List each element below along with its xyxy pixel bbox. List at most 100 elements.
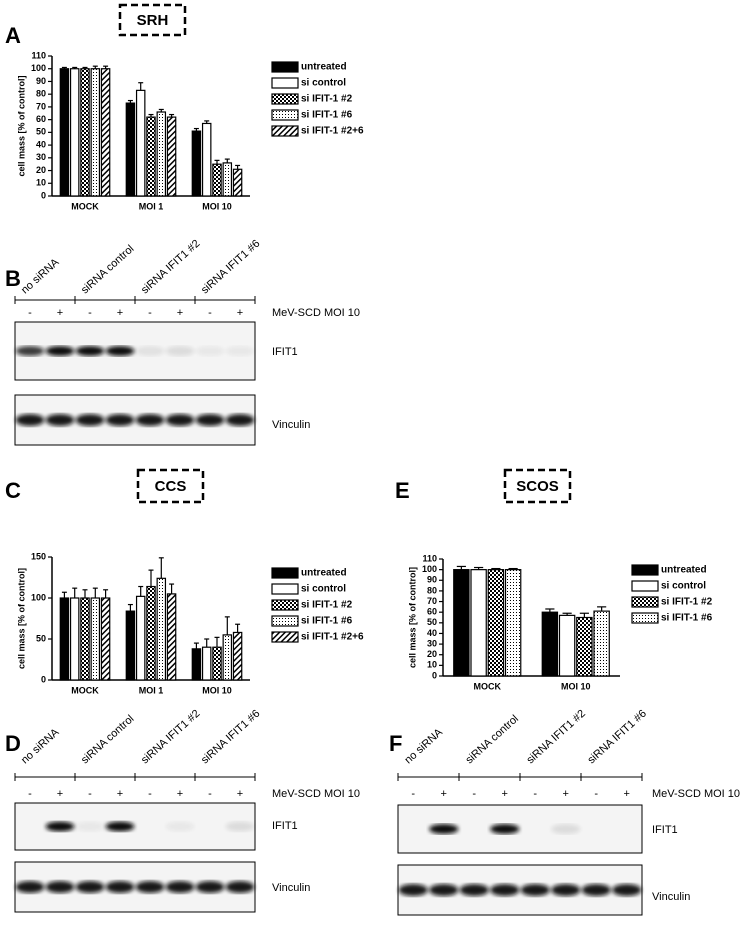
blot-band bbox=[551, 824, 581, 834]
treatment-sign: + bbox=[117, 788, 123, 800]
bar bbox=[125, 610, 136, 681]
legend-label: si IFIT-1 #2 bbox=[661, 597, 713, 608]
lane-label: siRNA control bbox=[79, 713, 137, 767]
legend-swatch bbox=[271, 109, 299, 121]
y-axis-label: cell mass [% of control] bbox=[16, 75, 26, 176]
title-box bbox=[503, 468, 572, 504]
bar bbox=[80, 597, 90, 681]
bar bbox=[201, 122, 212, 197]
legend-swatch bbox=[271, 125, 299, 137]
legend-label: untreated bbox=[301, 568, 347, 579]
legend-label: si control bbox=[301, 78, 346, 89]
panel-letter: D bbox=[5, 731, 21, 756]
y-tick-label: 100 bbox=[31, 592, 46, 602]
treatment-label: MeV-SCD MOI 10 bbox=[272, 307, 360, 319]
legend-label: si IFIT-1 #2+6 bbox=[301, 632, 364, 643]
lane-label: siRNA IFIT1 #6 bbox=[199, 708, 262, 767]
blot-band bbox=[105, 346, 135, 356]
treatment-sign: + bbox=[177, 788, 183, 800]
treatment-sign: + bbox=[502, 788, 508, 800]
legend-label: untreated bbox=[301, 62, 347, 73]
treatment-sign: - bbox=[594, 788, 598, 800]
legend-swatch bbox=[271, 93, 299, 105]
bar bbox=[576, 616, 593, 677]
bar bbox=[201, 646, 212, 681]
blot-band bbox=[75, 346, 105, 356]
bar bbox=[212, 646, 222, 681]
treatment-sign: - bbox=[88, 307, 92, 319]
chart-title: CCS bbox=[155, 478, 187, 495]
legend-label: si IFIT-1 #2 bbox=[301, 94, 353, 105]
blot-band bbox=[225, 821, 255, 832]
legend-swatch bbox=[271, 567, 299, 579]
bar bbox=[593, 610, 610, 677]
bar bbox=[212, 163, 222, 197]
blot-band bbox=[490, 884, 520, 896]
blot-band bbox=[429, 824, 459, 834]
band-label: IFIT1 bbox=[652, 824, 678, 836]
blot-band bbox=[105, 821, 135, 832]
lane-label: siRNA IFIT1 #6 bbox=[585, 708, 648, 767]
y-tick-label: 10 bbox=[427, 660, 437, 670]
blot-band bbox=[612, 884, 642, 896]
treatment-sign: + bbox=[57, 788, 63, 800]
treatment-sign: - bbox=[148, 307, 152, 319]
bar bbox=[100, 68, 111, 197]
legend-label: si control bbox=[301, 584, 346, 595]
legend-label: si control bbox=[661, 581, 706, 592]
bar bbox=[166, 116, 177, 197]
y-tick-label: 30 bbox=[36, 152, 46, 162]
blot-band bbox=[429, 884, 459, 896]
blot-band bbox=[520, 884, 550, 896]
legend-swatch bbox=[271, 583, 299, 595]
y-tick-label: 70 bbox=[36, 101, 46, 111]
blot-band bbox=[165, 346, 195, 356]
panel-letter: F bbox=[389, 731, 402, 756]
bar bbox=[541, 611, 559, 677]
x-tick-label: MOCK bbox=[71, 201, 99, 211]
blot-band bbox=[195, 346, 225, 356]
y-tick-label: 90 bbox=[36, 76, 46, 86]
bar bbox=[146, 116, 156, 197]
treatment-label: MeV-SCD MOI 10 bbox=[652, 788, 740, 800]
blot-band bbox=[45, 821, 75, 832]
legend-label: si IFIT-1 #6 bbox=[301, 110, 353, 121]
legend-swatch bbox=[271, 631, 299, 643]
y-tick-label: 80 bbox=[36, 89, 46, 99]
lane-label: siRNA control bbox=[79, 243, 137, 297]
y-tick-label: 110 bbox=[31, 50, 46, 60]
treatment-sign: - bbox=[28, 788, 32, 800]
treatment-sign: + bbox=[57, 307, 63, 319]
treatment-sign: + bbox=[177, 307, 183, 319]
blot-band bbox=[551, 884, 581, 896]
bar bbox=[166, 593, 177, 681]
bar bbox=[232, 168, 243, 197]
blot-band bbox=[15, 346, 45, 356]
blot-band bbox=[75, 881, 105, 893]
bar bbox=[156, 577, 167, 681]
band-label: Vinculin bbox=[652, 891, 690, 903]
bar bbox=[100, 597, 111, 681]
bar bbox=[69, 68, 80, 197]
bar bbox=[470, 569, 487, 677]
blot-band bbox=[135, 881, 165, 893]
y-tick-label: 100 bbox=[31, 63, 46, 73]
treatment-sign: - bbox=[148, 788, 152, 800]
legend-label: si IFIT-1 #2 bbox=[301, 600, 353, 611]
title-box bbox=[136, 468, 205, 504]
bar bbox=[90, 597, 101, 681]
panel-letter: C bbox=[5, 478, 21, 503]
legend-swatch bbox=[271, 599, 299, 611]
bar bbox=[504, 569, 522, 677]
blot-band bbox=[75, 821, 105, 832]
y-tick-label: 0 bbox=[432, 670, 437, 680]
blot-band bbox=[225, 414, 255, 426]
treatment-label: MeV-SCD MOI 10 bbox=[272, 788, 360, 800]
treatment-sign: + bbox=[563, 788, 569, 800]
blot-band bbox=[165, 881, 195, 893]
band-label: IFIT1 bbox=[272, 346, 298, 358]
blot-band bbox=[165, 414, 195, 426]
blot-band bbox=[490, 824, 520, 834]
blot-band bbox=[75, 414, 105, 426]
